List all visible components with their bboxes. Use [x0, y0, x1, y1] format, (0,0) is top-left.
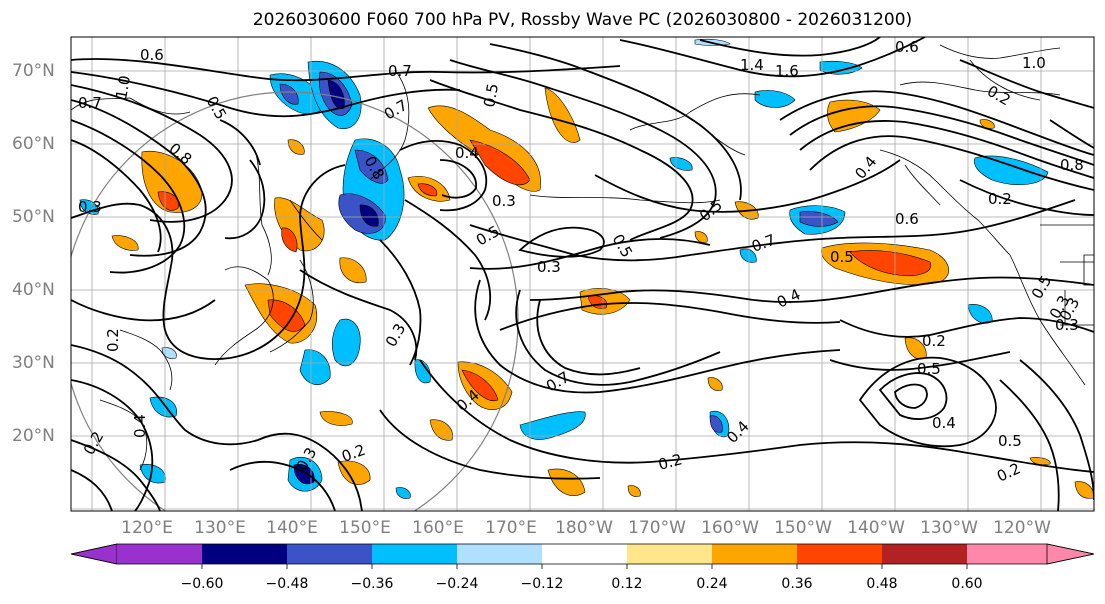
- contour-label: 1.0: [1022, 54, 1046, 72]
- lon-label: 170°E: [485, 518, 537, 538]
- contour-label: 0.2: [994, 459, 1023, 485]
- contour-label: 0.4: [131, 414, 149, 438]
- lon-label: 160°E: [412, 518, 464, 538]
- graticule: [71, 37, 1094, 511]
- map-frame: [70, 36, 1095, 512]
- colorbar-tick-label: −0.48: [265, 576, 309, 592]
- contour-label: 0.5: [203, 93, 231, 123]
- lat-label: 70°N: [12, 61, 55, 81]
- colorbar-tick-label: −0.60: [180, 576, 224, 592]
- contour-label: 0.3: [492, 192, 516, 210]
- lat-label: 30°N: [12, 353, 55, 373]
- colorbar-tick-label: −0.12: [520, 576, 564, 592]
- lon-label: 150°W: [774, 518, 832, 538]
- contour-label: 0.5: [480, 82, 502, 109]
- contour-label: 0.5: [998, 432, 1022, 450]
- colorbar-min-extension: [70, 543, 118, 565]
- lon-label: 150°E: [339, 518, 391, 538]
- contour-label: 0.6: [140, 46, 164, 64]
- lat-label: 20°N: [12, 426, 55, 446]
- colorbar: [70, 543, 1095, 569]
- lon-label: 180°W: [555, 518, 613, 538]
- contour-label: 1.4: [740, 56, 764, 74]
- colorbar-tick-label: 0.60: [951, 576, 983, 592]
- lat-label: 60°N: [12, 134, 55, 154]
- contour-label: 0.5: [609, 231, 637, 261]
- coastlines: [71, 44, 1094, 471]
- colorbar-tick-label: 0.24: [696, 576, 728, 592]
- positive-anomaly-shading: [111, 87, 1094, 499]
- contour-label: 0.2: [104, 328, 122, 352]
- contour-label: 1.0: [112, 74, 134, 101]
- map-title: 2026030600 F060 700 hPa PV, Rossby Wave …: [252, 10, 913, 30]
- lon-label: 120°E: [121, 518, 173, 538]
- colorbar-max-extension: [1046, 543, 1095, 565]
- lon-label: 140°E: [266, 518, 318, 538]
- colorbar-tick-label: −0.24: [435, 576, 479, 592]
- contour-label: 0.3: [1055, 316, 1079, 334]
- contour-label: 0.4: [455, 144, 479, 162]
- contour-label: 0.6: [895, 210, 919, 228]
- contour-label: 0.7: [78, 94, 102, 112]
- contour-label: 0.4: [774, 285, 803, 311]
- colorbar-tick-label: 0.48: [866, 576, 898, 592]
- contour-label: 0.2: [656, 450, 684, 474]
- contour-label: 0.6: [895, 38, 919, 56]
- colorbar-tick-label: −0.36: [350, 576, 394, 592]
- lon-label: 170°W: [628, 518, 686, 538]
- lon-label: 120°W: [993, 518, 1051, 538]
- lat-label: 40°N: [12, 280, 55, 300]
- range-circle: [71, 91, 519, 511]
- contour-label: 0.3: [78, 198, 102, 216]
- contour-label: 0.7: [749, 231, 778, 256]
- contour-label: 0.2: [339, 441, 368, 466]
- contour-label: 0.4: [932, 414, 956, 432]
- lon-label: 130°E: [194, 518, 246, 538]
- contour-label: 0.7: [388, 62, 412, 80]
- lon-label: 160°W: [701, 518, 759, 538]
- contour-label: 0.5: [917, 360, 941, 378]
- contour-label: 0.2: [984, 82, 1014, 110]
- contour-label: 0.2: [988, 190, 1012, 208]
- contour-label: 0.7: [381, 96, 411, 124]
- contour-label: 0.4: [851, 153, 880, 183]
- colorbar-tick-label: 0.36: [781, 576, 813, 592]
- lon-label: 140°W: [847, 518, 905, 538]
- contour-label: 0.3: [537, 258, 561, 276]
- contour-label: 0.8: [1060, 156, 1084, 174]
- contour-label: 0.3: [382, 320, 410, 350]
- contour-label: 0.5: [1028, 272, 1056, 302]
- contour-label: 0.2: [922, 332, 946, 350]
- colorbar-tick-label: 0.12: [611, 576, 643, 592]
- contour-label: 1.6: [775, 62, 799, 80]
- negative-anomaly-shading: [79, 38, 1049, 499]
- lat-label: 50°N: [12, 207, 55, 227]
- contour-label: 0.5: [830, 248, 854, 266]
- lon-label: 130°W: [920, 518, 978, 538]
- pv-contours: [71, 37, 1094, 511]
